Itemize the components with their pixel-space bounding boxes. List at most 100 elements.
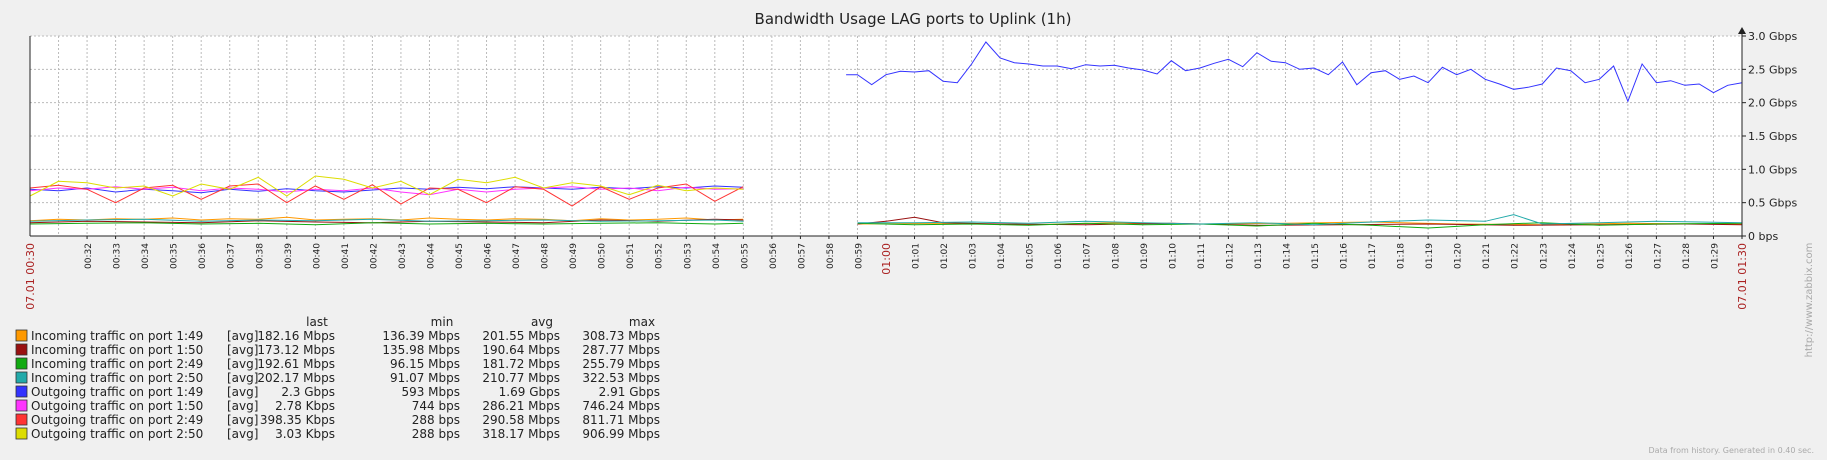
x-tick-label: 00:49 — [569, 243, 579, 269]
legend-swatch — [15, 385, 28, 398]
x-tick-label: 00:36 — [198, 243, 208, 269]
x-tick-label: 00:43 — [398, 243, 408, 269]
legend-last-value: 182.16 Mbps — [257, 329, 335, 343]
x-tick-label: 01:10 — [1168, 243, 1178, 269]
legend-last-value: 2.78 Kbps — [275, 399, 335, 413]
x-tick-label: 01:13 — [1254, 243, 1264, 269]
x-tick-label: 01:16 — [1340, 243, 1350, 269]
footer-text: Data from history. Generated in 0.40 sec… — [1649, 446, 1814, 455]
y-tick-label: 2.0 Gbps — [1748, 97, 1797, 110]
legend-max-value: 308.73 Mbps — [582, 329, 660, 343]
legend-avg-value: 286.21 Mbps — [482, 399, 560, 413]
x-start-label: 07.01 00:30 — [24, 243, 37, 310]
legend-last-value: 202.17 Mbps — [257, 371, 335, 385]
x-tick-label: 01:24 — [1568, 243, 1578, 269]
y-axis-arrow-icon — [1738, 27, 1746, 34]
x-tick-label: 01:28 — [1682, 243, 1692, 269]
x-tick-label: 00:56 — [769, 243, 779, 269]
chart-title: Bandwidth Usage LAG ports to Uplink (1h) — [755, 10, 1072, 28]
legend-avg-value: 201.55 Mbps — [482, 329, 560, 343]
x-tick-label: 00:42 — [369, 243, 379, 269]
x-tick-label: 00:47 — [512, 243, 522, 269]
y-tick-label: 1.0 Gbps — [1748, 163, 1797, 176]
x-tick-label: 00:59 — [854, 243, 864, 269]
x-tick-label: 01:06 — [1054, 243, 1064, 269]
legend-swatch — [15, 343, 28, 356]
x-axis-ticks: 00:32 00:33 00:34 00:35 00:36 00:37 00:38 00:39… — [24, 236, 1749, 310]
legend-swatch — [15, 357, 28, 370]
x-tick-label: 01:14 — [1282, 243, 1292, 269]
legend-func: [avg] — [227, 329, 258, 343]
legend-func: [avg] — [227, 343, 258, 357]
x-tick-label: 01:17 — [1368, 243, 1378, 269]
legend-avg-value: 318.17 Mbps — [482, 427, 560, 441]
legend-min-value: 135.98 Mbps — [382, 343, 460, 357]
x-tick-label: 01:26 — [1625, 243, 1635, 269]
y-tick-label: 2.5 Gbps — [1748, 63, 1797, 76]
legend-swatch — [15, 399, 28, 412]
x-tick-label: 01:01 — [912, 243, 922, 269]
legend-swatch — [15, 329, 28, 342]
y-axis-ticks: 0 bps 0.5 Gbps 1.0 Gbps 1.5 Gbps 2.0 Gbps 2.5… — [1742, 30, 1797, 243]
legend-last-value: 398.35 Kbps — [260, 413, 335, 427]
legend-func: [avg] — [227, 399, 258, 413]
x-tick-label: 00:35 — [170, 243, 180, 269]
legend-max-value: 322.53 Mbps — [582, 371, 660, 385]
x-tick-label: 01:20 — [1454, 243, 1464, 269]
y-tick-label: 3.0 Gbps — [1748, 30, 1797, 43]
x-tick-label: 01:15 — [1311, 243, 1321, 269]
legend-series-name: Incoming traffic on port 1:50 — [31, 343, 203, 357]
x-tick-label: 00:45 — [455, 243, 465, 269]
legend-last-value: 2.3 Gbps — [281, 385, 335, 399]
legend-avg-value: 1.69 Gbps — [499, 385, 560, 399]
legend-swatch — [15, 413, 28, 426]
x-end-label: 07.01 01:30 — [1736, 243, 1749, 310]
series-line — [846, 41, 1743, 103]
y-tick-label: 0.5 Gbps — [1748, 197, 1797, 210]
grid — [29, 35, 1743, 237]
legend-max-value: 2.91 Gbps — [599, 385, 660, 399]
series-lines — [29, 41, 1743, 229]
legend-last-value: 192.61 Mbps — [257, 357, 335, 371]
x-tick-label: 00:44 — [426, 243, 436, 269]
x-tick-label: 01:00 — [880, 243, 893, 275]
legend-series-name: Outgoing traffic on port 2:49 — [31, 413, 203, 427]
x-tick-label: 00:40 — [312, 243, 322, 269]
legend-series-name: Incoming traffic on port 2:50 — [31, 371, 203, 385]
x-tick-label: 00:51 — [626, 243, 636, 269]
x-tick-label: 01:11 — [1197, 243, 1207, 269]
legend-min-value: 136.39 Mbps — [382, 329, 460, 343]
legend-series-name: Incoming traffic on port 2:49 — [31, 357, 203, 371]
series-line — [29, 186, 744, 196]
x-tick-label: 01:02 — [940, 243, 950, 269]
x-tick-label: 00:53 — [683, 243, 693, 269]
x-tick-label: 01:04 — [997, 243, 1007, 269]
legend-header: avg — [531, 315, 553, 329]
x-tick-label: 01:12 — [1225, 243, 1235, 269]
x-tick-label: 00:41 — [341, 243, 351, 269]
legend-min-value: 288 bps — [412, 427, 460, 441]
x-tick-label: 00:57 — [797, 243, 807, 269]
legend-swatch — [15, 371, 28, 384]
x-tick-label: 01:07 — [1083, 243, 1093, 269]
legend-min-value: 744 bps — [412, 399, 460, 413]
x-tick-label: 01:08 — [1111, 243, 1121, 269]
legend-header: last — [306, 315, 328, 329]
x-tick-label: 01:29 — [1710, 243, 1720, 269]
legend-avg-value: 181.72 Mbps — [482, 357, 560, 371]
x-tick-label: 00:46 — [484, 243, 494, 269]
legend-max-value: 255.79 Mbps — [582, 357, 660, 371]
x-tick-label: 01:05 — [1026, 243, 1036, 269]
x-tick-label: 00:33 — [113, 243, 123, 269]
legend-min-value: 96.15 Mbps — [390, 357, 460, 371]
x-tick-label: 00:34 — [141, 243, 151, 269]
x-tick-label: 01:19 — [1425, 243, 1435, 269]
legend-last-value: 3.03 Kbps — [275, 427, 335, 441]
legend-avg-value: 210.77 Mbps — [482, 371, 560, 385]
x-tick-label: 00:32 — [84, 243, 94, 269]
legend-avg-value: 190.64 Mbps — [482, 343, 560, 357]
legend-min-value: 593 Mbps — [401, 385, 460, 399]
series-line — [29, 218, 744, 222]
x-tick-label: 00:52 — [655, 243, 665, 269]
